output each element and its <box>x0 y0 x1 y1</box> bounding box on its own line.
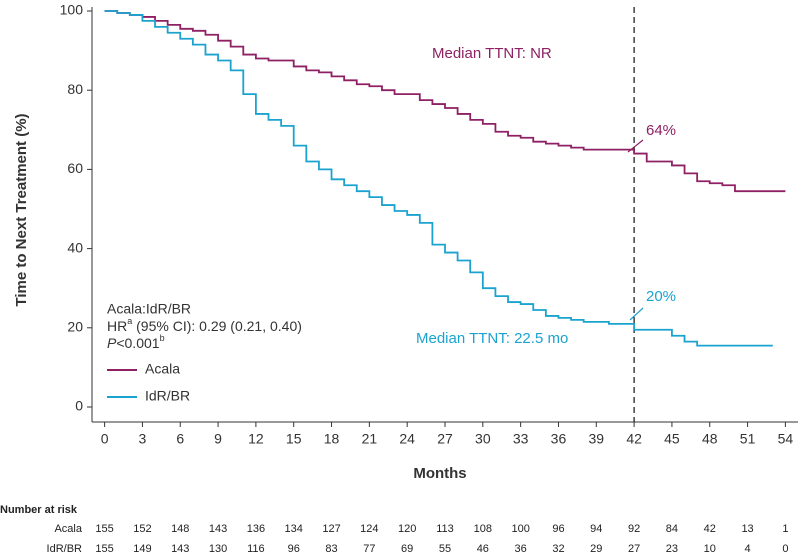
risk-count: 113 <box>436 523 454 535</box>
risk-count: 46 <box>477 543 489 555</box>
risk-count: 92 <box>628 523 640 535</box>
risk-count: 4 <box>745 543 751 555</box>
risk-count: 143 <box>171 543 189 555</box>
x-tick-label: 48 <box>702 431 718 447</box>
risk-count: 94 <box>590 523 602 535</box>
risk-count: 42 <box>704 523 716 535</box>
leader-line <box>629 307 644 321</box>
survival-curve <box>104 10 773 347</box>
risk-count: 116 <box>247 543 265 555</box>
risk-count: 100 <box>511 523 529 535</box>
risk-count: 83 <box>325 543 337 555</box>
p-sup: b <box>160 333 165 343</box>
risk-count: 155 <box>95 523 113 535</box>
risk-count: 155 <box>95 543 113 555</box>
x-tick-label: 18 <box>324 431 340 447</box>
risk-count: 10 <box>704 543 716 555</box>
x-tick-label: 3 <box>139 431 147 447</box>
risk-row-label: Acala <box>54 523 82 535</box>
risk-count: 1 <box>782 523 788 535</box>
risk-count: 148 <box>171 523 189 535</box>
risk-count: 32 <box>552 543 564 555</box>
legend-label: Acala <box>145 361 180 377</box>
risk-count: 124 <box>360 523 378 535</box>
x-tick-label: 24 <box>399 431 415 447</box>
hr-rest: (95% CI): 0.29 (0.21, 0.40) <box>132 318 302 334</box>
risk-count: 143 <box>209 523 227 535</box>
stats-p: P<0.001b <box>107 333 165 350</box>
x-tick-label: 15 <box>286 431 302 447</box>
x-tick-label: 21 <box>362 431 378 447</box>
hr-sup: a <box>127 316 132 326</box>
risk-count: 149 <box>133 543 151 555</box>
x-tick-label: 9 <box>214 431 222 447</box>
x-tick-label: 51 <box>740 431 756 447</box>
x-tick-label: 36 <box>551 431 567 447</box>
x-tick-label: 0 <box>101 431 109 447</box>
y-tick-label: 20 <box>67 319 83 335</box>
x-tick-label: 33 <box>513 431 529 447</box>
y-tick-label: 60 <box>67 160 83 176</box>
x-tick-label: 42 <box>626 431 642 447</box>
x-tick-label: 54 <box>778 431 794 447</box>
risk-count: 120 <box>398 523 416 535</box>
risk-count: 0 <box>782 543 788 555</box>
risk-count: 130 <box>209 543 227 555</box>
y-tick-label: 40 <box>67 239 83 255</box>
risk-count: 55 <box>439 543 451 555</box>
x-tick-label: 6 <box>176 431 184 447</box>
risk-count: 13 <box>741 523 753 535</box>
risk-count: 108 <box>474 523 492 535</box>
risk-count: 23 <box>666 543 678 555</box>
y-axis-label: Time to Next Treatment (%) <box>13 113 30 306</box>
annotation: Median TTNT: NR <box>432 45 552 62</box>
x-tick-label: 12 <box>248 431 264 447</box>
p: P <box>107 335 117 351</box>
y-tick-label: 80 <box>67 81 83 97</box>
legend-label: IdR/BR <box>145 388 190 404</box>
risk-count: 69 <box>401 543 413 555</box>
risk-count: 136 <box>247 523 265 535</box>
risk-count: 96 <box>288 543 300 555</box>
annotation: 64% <box>646 122 676 139</box>
stats-hr: HRa (95% CI): 0.29 (0.21, 0.40) <box>107 316 302 333</box>
y-tick-label: 0 <box>75 398 83 414</box>
survival-curve <box>104 10 786 193</box>
risk-count: 77 <box>363 543 375 555</box>
risk-count: 36 <box>515 543 527 555</box>
x-tick-label: 45 <box>664 431 680 447</box>
annotation: Median TTNT: 22.5 mo <box>416 330 568 347</box>
risk-count: 27 <box>628 543 640 555</box>
risk-count: 127 <box>322 523 340 535</box>
stats-comparison: Acala:IdR/BR <box>107 301 191 317</box>
risk-count: 96 <box>552 523 564 535</box>
x-tick-label: 30 <box>475 431 491 447</box>
y-tick-label: 100 <box>60 2 84 18</box>
hr: HR <box>107 318 127 334</box>
risk-table-title: Number at risk <box>0 504 78 516</box>
risk-count: 84 <box>666 523 678 535</box>
risk-row-label: IdR/BR <box>47 543 83 555</box>
x-tick-label: 27 <box>437 431 453 447</box>
x-axis-label: Months <box>413 465 466 482</box>
risk-count: 152 <box>133 523 151 535</box>
annotation: 20% <box>646 288 676 305</box>
risk-count: 134 <box>285 523 303 535</box>
x-tick-label: 39 <box>588 431 604 447</box>
risk-count: 29 <box>590 543 602 555</box>
p-rest: <0.001 <box>116 335 159 351</box>
